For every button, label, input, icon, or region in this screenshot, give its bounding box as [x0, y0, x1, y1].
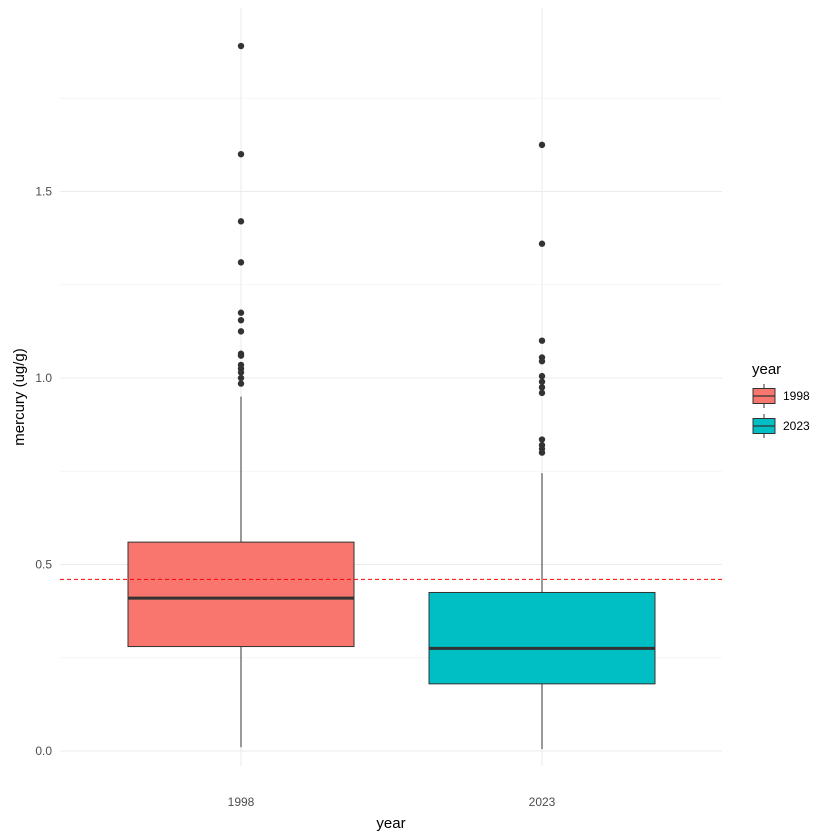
- outlier-point: [237, 42, 245, 50]
- outlier-point: [538, 436, 546, 443]
- outlier-point: [538, 240, 546, 247]
- outlier-point: [237, 259, 245, 266]
- y-tick-label: 0.5: [35, 558, 52, 572]
- outlier-point: [237, 218, 245, 225]
- outlier-point: [538, 141, 546, 149]
- y-tick-label: 1.0: [35, 371, 52, 385]
- x-tick-label: 2023: [529, 795, 556, 809]
- box-1998: [127, 42, 355, 748]
- box-2023: [428, 141, 656, 750]
- y-axis-title: mercury (ug/g): [11, 348, 28, 446]
- boxes-group: [127, 42, 656, 750]
- legend-key-2023: 2023: [752, 414, 810, 438]
- legend: year 1998 2023: [752, 361, 810, 438]
- y-tick-labels: 0.0 0.5 1.0 1.5: [35, 185, 52, 759]
- outlier-point: [538, 358, 546, 365]
- outlier-point: [538, 372, 546, 380]
- y-tick-label: 1.5: [35, 185, 52, 199]
- x-axis-title: year: [376, 815, 405, 832]
- outlier-point: [237, 374, 245, 382]
- outlier-point: [237, 380, 245, 387]
- y-tick-label: 0.0: [35, 744, 52, 758]
- outlier-point: [538, 449, 546, 456]
- outlier-point: [237, 309, 245, 316]
- outlier-point: [237, 328, 245, 335]
- outlier-point: [237, 151, 245, 158]
- legend-title: year: [752, 361, 781, 378]
- legend-label: 1998: [783, 389, 810, 403]
- x-tick-label: 1998: [228, 795, 255, 809]
- outlier-point: [538, 384, 546, 391]
- box-iqr: [428, 591, 656, 685]
- outlier-point: [237, 369, 245, 376]
- outlier-point: [237, 316, 245, 324]
- outlier-point: [237, 352, 245, 359]
- outlier-point: [538, 378, 546, 385]
- box-iqr: [127, 541, 355, 648]
- legend-label: 2023: [783, 419, 810, 433]
- outlier-point: [538, 337, 546, 344]
- outlier-point: [538, 389, 546, 397]
- legend-key-1998: 1998: [752, 384, 810, 408]
- x-tick-labels: 1998 2023: [228, 795, 556, 809]
